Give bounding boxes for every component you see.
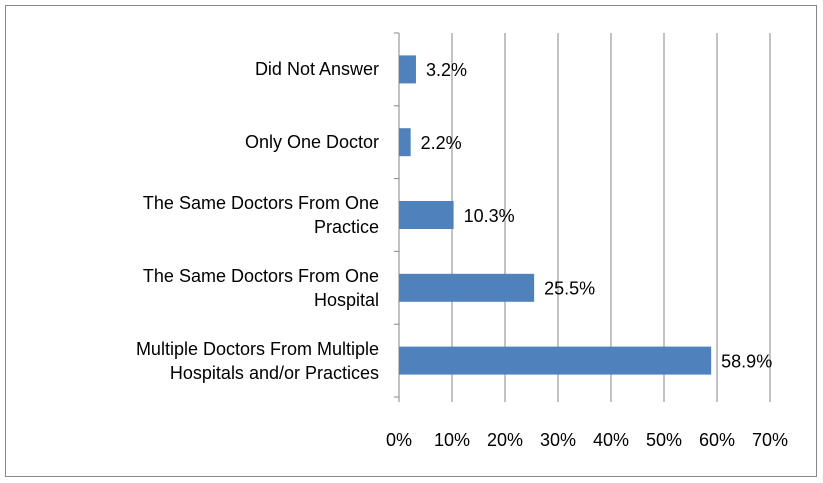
x-tick-label: 40% xyxy=(593,430,629,450)
y-tick-label: Multiple Doctors From Multiple Hospitals… xyxy=(135,338,379,383)
x-tick-label: 30% xyxy=(540,430,576,450)
y-tick-label: The Same Doctors From One Practice xyxy=(142,193,379,237)
value-label: 25.5% xyxy=(544,279,595,299)
value-label: 3.2% xyxy=(426,60,467,80)
y-tick-label: Only One Doctor xyxy=(244,132,379,153)
x-tick-label: 60% xyxy=(699,430,735,450)
y-tick-label: Did Not Answer xyxy=(254,59,379,80)
bar xyxy=(399,128,411,157)
bar xyxy=(399,346,712,375)
value-label: 2.2% xyxy=(421,133,462,153)
bar xyxy=(399,55,416,84)
bar xyxy=(399,201,454,229)
x-tick-label: 0% xyxy=(386,430,412,450)
y-tick-label: The Same Doctors From One Hospital xyxy=(142,265,379,310)
x-tick-label: 20% xyxy=(487,430,523,450)
x-tick-label: 10% xyxy=(434,430,470,450)
value-label: 58.9% xyxy=(721,351,772,371)
value-label: 10.3% xyxy=(464,206,515,226)
bar xyxy=(399,273,535,302)
chart-frame xyxy=(5,5,817,477)
x-tick-label: 70% xyxy=(752,430,788,450)
x-tick-label: 50% xyxy=(646,430,682,450)
